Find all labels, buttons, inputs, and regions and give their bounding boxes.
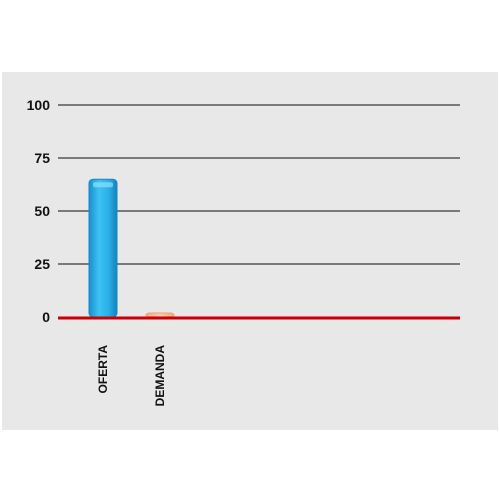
y-axis-ticks: 0 25 50 75 100 (27, 97, 51, 325)
chart-panel (2, 72, 498, 430)
x-axis-categories: OFERTA DEMANDA (96, 345, 167, 407)
y-tick-label: 25 (34, 256, 50, 272)
y-tick-label: 0 (42, 309, 50, 325)
bar-oferta (88, 178, 118, 318)
x-category-label: OFERTA (96, 345, 110, 394)
bar-highlight (93, 182, 113, 188)
bars (88, 178, 175, 318)
y-tick-label: 50 (34, 203, 50, 219)
bar-demanda (145, 312, 175, 318)
y-tick-label: 100 (27, 97, 51, 113)
gridlines (58, 104, 460, 265)
y-tick-label: 75 (34, 150, 50, 166)
x-category-label: DEMANDA (153, 345, 167, 407)
